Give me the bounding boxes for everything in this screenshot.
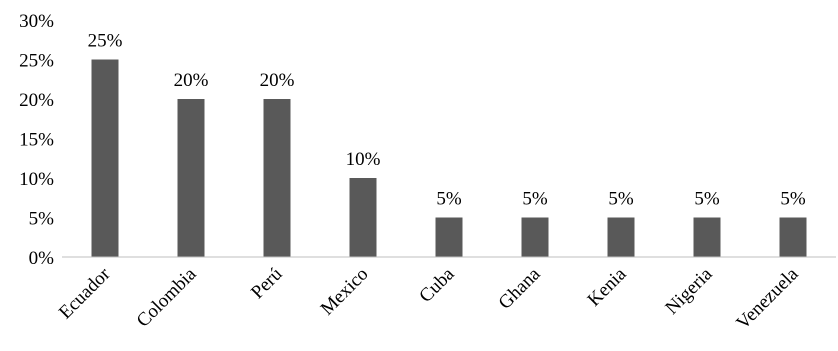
y-tick-label: 30% bbox=[19, 11, 54, 32]
bar-mexico bbox=[349, 178, 377, 257]
category-labels: Ecuador Colombia Perú Mexico Cuba Ghana Kenia N… bbox=[55, 263, 803, 334]
bar-colombia bbox=[177, 99, 205, 257]
bar-nigeria bbox=[693, 217, 721, 257]
y-tick-label: 25% bbox=[19, 51, 54, 72]
y-axis-ticks: 0% 5% 10% 15% 20% 25% 30% bbox=[19, 11, 54, 269]
bar-venezuela bbox=[779, 217, 807, 257]
category-label: Nigeria bbox=[661, 263, 717, 319]
category-label: Ghana bbox=[495, 263, 545, 313]
data-label: 5% bbox=[608, 189, 634, 210]
data-label: 5% bbox=[522, 189, 548, 210]
data-label: 5% bbox=[694, 189, 720, 210]
data-label: 20% bbox=[260, 70, 295, 91]
y-tick-label: 15% bbox=[19, 130, 54, 151]
bar-kenia bbox=[607, 217, 635, 257]
bar-perú bbox=[263, 99, 291, 257]
data-labels: 25% 20% 20% 10% 5% 5% 5% 5% 5% bbox=[88, 31, 806, 210]
data-label: 10% bbox=[346, 149, 381, 170]
category-label: Mexico bbox=[317, 264, 373, 320]
y-tick-label: 20% bbox=[19, 90, 54, 111]
y-tick-label: 5% bbox=[29, 209, 55, 230]
category-label: Kenia bbox=[584, 263, 631, 310]
y-tick-label: 10% bbox=[19, 169, 54, 190]
data-label: 5% bbox=[436, 189, 462, 210]
category-label: Venezuela bbox=[732, 263, 802, 333]
category-label: Cuba bbox=[415, 263, 459, 307]
data-label: 25% bbox=[88, 31, 123, 52]
category-label: Perú bbox=[247, 263, 287, 303]
bar-ecuador bbox=[91, 59, 119, 257]
category-label: Colombia bbox=[133, 263, 201, 331]
data-label: 20% bbox=[174, 70, 209, 91]
y-tick-label: 0% bbox=[29, 248, 55, 269]
bars bbox=[91, 59, 807, 257]
data-label: 5% bbox=[780, 189, 806, 210]
bar-ghana bbox=[521, 217, 549, 257]
bar-cuba bbox=[435, 217, 463, 257]
category-label: Ecuador bbox=[55, 263, 115, 323]
